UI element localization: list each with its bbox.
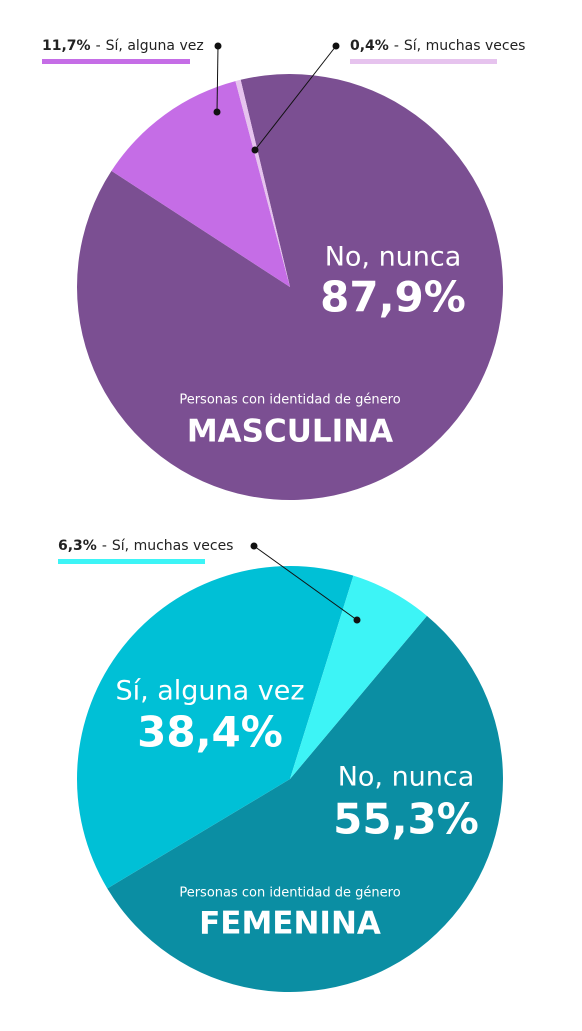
callout-line [253, 545, 358, 621]
callout-dot [332, 42, 340, 50]
chart-title: MASCULINA [187, 414, 393, 450]
pie-slice [290, 575, 427, 779]
chart-subtitle: Personas con identidad de género [179, 393, 400, 408]
callout-value: 11,7% [42, 38, 91, 54]
pie-slice [235, 79, 290, 287]
callout-category: Sí, muchas veces [404, 38, 526, 54]
callout-dot [214, 42, 222, 50]
slice-category: No, nunca [338, 762, 475, 793]
callout-bar [42, 59, 190, 64]
callout-category: Sí, alguna vez [106, 38, 204, 54]
pie-slice [111, 81, 290, 288]
pie-slice [107, 615, 504, 992]
callout-label: 0,4% - Sí, muchas veces [350, 38, 525, 54]
slice-value-label: 87,9% [320, 273, 466, 322]
callout-value: 0,4% [350, 38, 389, 54]
callout-category: Sí, muchas veces [112, 538, 234, 554]
callout-separator: - [394, 38, 399, 54]
slice-value-label: 38,4% [137, 708, 283, 757]
slice-value-label: 55,3% [333, 795, 479, 844]
callout-dot [250, 542, 258, 550]
pie-slice [76, 565, 354, 889]
callout-label: 6,3% - Sí, muchas veces [58, 538, 233, 554]
callout-line [254, 45, 337, 151]
callout-bar [58, 559, 205, 564]
callout-value: 6,3% [58, 538, 97, 554]
callout-separator: - [102, 538, 107, 554]
chart-subtitle: Personas con identidad de género [179, 886, 400, 901]
callout-bar [350, 59, 497, 64]
slice-category: Sí, alguna vez [115, 676, 304, 707]
pie-slice [76, 74, 504, 501]
callout-dot [251, 146, 259, 154]
chart-title: FEMENINA [199, 906, 381, 942]
callout-dot [353, 616, 361, 624]
callout-dot [213, 108, 221, 116]
callout-line [216, 45, 219, 113]
slice-category: No, nunca [325, 242, 462, 273]
callout-label: 11,7% - Sí, alguna vez [42, 38, 204, 54]
callout-separator: - [96, 38, 101, 54]
